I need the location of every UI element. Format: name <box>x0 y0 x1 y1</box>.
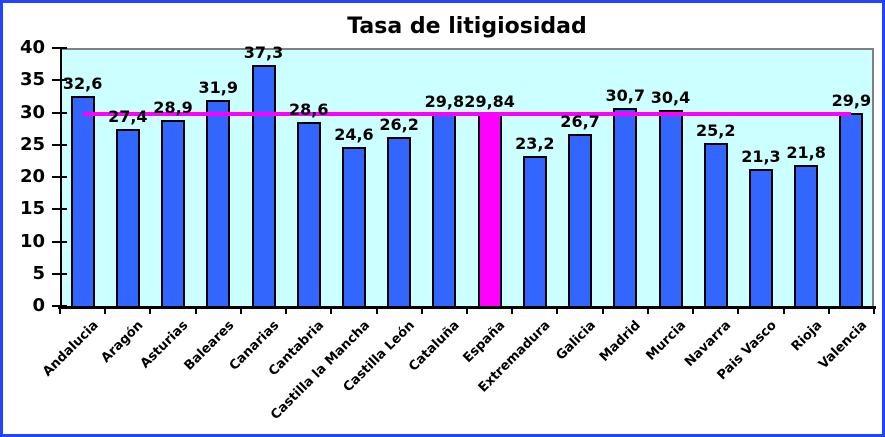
plot-border-right <box>872 48 874 306</box>
bar <box>115 129 140 306</box>
y-tick <box>52 143 67 146</box>
plot-background <box>60 48 874 306</box>
x-axis-label-text: Rioja <box>788 318 825 355</box>
value-label: 25,2 <box>695 121 736 141</box>
bar <box>387 137 412 306</box>
value-label: 30,7 <box>605 86 646 105</box>
value-label: 21,3 <box>741 146 781 166</box>
bar <box>70 95 95 306</box>
x-axis-label-text: Andalucia <box>39 318 102 380</box>
x-tick <box>827 306 830 314</box>
x-tick <box>239 306 242 314</box>
value-label: 37,3 <box>243 43 284 63</box>
y-tick <box>52 111 67 114</box>
y-tick-label: 10 <box>19 230 45 252</box>
value-label: 28,6 <box>288 99 329 119</box>
bar <box>296 121 321 306</box>
y-tick-label: 35 <box>19 69 45 91</box>
x-tick <box>330 306 333 314</box>
bar <box>748 168 773 306</box>
plot-border-top <box>60 48 874 50</box>
bar <box>251 65 276 306</box>
y-tick <box>52 47 67 49</box>
y-tick-label: 25 <box>19 133 45 155</box>
plot-area: 32,6 27,4 28,9 31,9 37,3 28,6 24,6 26,2 29,8 29,8… <box>52 43 876 314</box>
chart-title: Tasa de litigiosidad <box>347 14 587 39</box>
x-tick <box>646 306 649 314</box>
bar <box>568 133 593 306</box>
value-label: 31,9 <box>198 78 239 98</box>
x-axis-label-text: Murcia <box>643 318 690 364</box>
bar <box>794 165 819 306</box>
x-tick <box>466 306 468 314</box>
y-tick <box>52 208 67 211</box>
x-tick <box>149 306 152 314</box>
bar <box>341 147 366 306</box>
x-tick <box>104 306 107 314</box>
y-tick <box>52 79 67 82</box>
x-tick <box>511 306 514 314</box>
bar <box>206 100 231 306</box>
value-label: 29,8 <box>424 91 465 111</box>
value-label: 27,4 <box>108 107 148 127</box>
value-label: 24,6 <box>334 125 374 145</box>
y-tick-label: 0 <box>32 295 45 316</box>
bar <box>161 119 186 306</box>
x-tick <box>601 306 604 314</box>
y-tick <box>52 272 67 275</box>
x-tick <box>873 306 875 314</box>
x-tick <box>692 306 695 314</box>
y-tick <box>52 240 67 243</box>
value-label: 29,9 <box>831 91 872 111</box>
x-axis-label-text: Madrid <box>597 318 644 365</box>
y-tick-label: 15 <box>19 198 45 220</box>
bar-highlight-espana <box>477 113 502 306</box>
x-tick <box>285 306 288 314</box>
reference-line <box>82 111 852 116</box>
value-label: 28,9 <box>153 97 193 117</box>
x-tick <box>782 306 785 314</box>
x-tick <box>59 306 61 314</box>
bar <box>839 113 864 306</box>
bar <box>522 156 547 306</box>
x-tick <box>375 306 378 314</box>
bar <box>703 143 728 306</box>
y-tick-label: 40 <box>19 37 45 58</box>
x-tick <box>737 306 740 314</box>
value-label: 23,2 <box>515 134 555 154</box>
x-tick <box>194 306 197 314</box>
y-tick <box>52 176 67 178</box>
bar <box>613 108 638 306</box>
x-axis-label-text: Galicia <box>553 318 599 364</box>
x-tick <box>420 306 423 314</box>
bar <box>432 113 457 306</box>
value-label: 29,84 <box>464 91 515 111</box>
bar <box>658 109 683 306</box>
x-tick <box>556 306 559 314</box>
value-label: 26,7 <box>560 111 600 131</box>
y-tick-label: 30 <box>19 101 45 123</box>
value-label: 30,4 <box>650 87 691 107</box>
value-label: 26,2 <box>379 115 419 135</box>
x-axis-label-text: Valencia <box>815 318 870 373</box>
y-tick-label: 20 <box>19 166 45 187</box>
y-tick-label: 5 <box>32 262 45 284</box>
value-label: 21,8 <box>786 143 826 163</box>
value-label: 32,6 <box>62 73 103 93</box>
